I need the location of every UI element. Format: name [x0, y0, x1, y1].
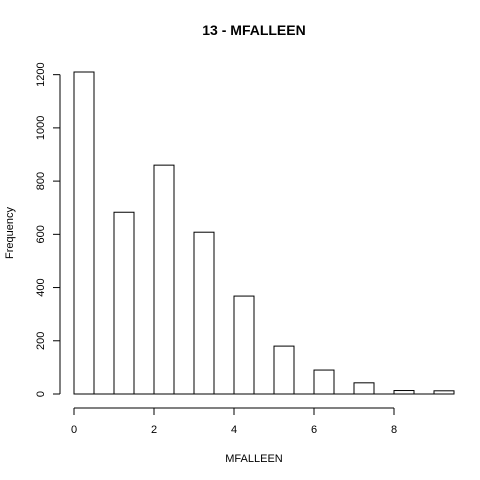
bar-0: [73, 71, 95, 395]
x-tick-label: 6: [311, 424, 317, 436]
y-tick-label: 1200: [35, 62, 47, 86]
y-tick-label: 600: [35, 225, 47, 243]
x-axis: 0 2 4 6 8: [71, 407, 397, 436]
x-tick-label: 4: [231, 424, 237, 436]
x-tick-label: 2: [151, 424, 157, 436]
y-tick-label: 800: [35, 172, 47, 190]
bar-8: [393, 390, 415, 395]
x-tick-label: 8: [391, 424, 397, 436]
chart-title: 13 - MFALLEEN: [202, 22, 305, 38]
y-axis: 0 200 400 600 800 1000 1200: [35, 62, 61, 397]
bar-5: [273, 345, 295, 395]
bars-group: [73, 71, 455, 395]
y-tick-label: 200: [35, 332, 47, 350]
x-axis-label: MFALLEEN: [225, 453, 283, 465]
y-tick-label: 400: [35, 278, 47, 296]
bar-4: [233, 295, 255, 395]
y-axis-label: Frequency: [4, 207, 16, 259]
x-tick-label: 0: [71, 424, 77, 436]
bar-6: [313, 369, 335, 395]
bar-1: [113, 211, 135, 395]
y-tick-label: 0: [35, 391, 47, 397]
bar-7: [353, 382, 375, 395]
bar-9: [433, 390, 455, 395]
bar-3: [193, 231, 215, 395]
bar-2: [153, 164, 175, 395]
y-tick-label: 1000: [35, 116, 47, 140]
